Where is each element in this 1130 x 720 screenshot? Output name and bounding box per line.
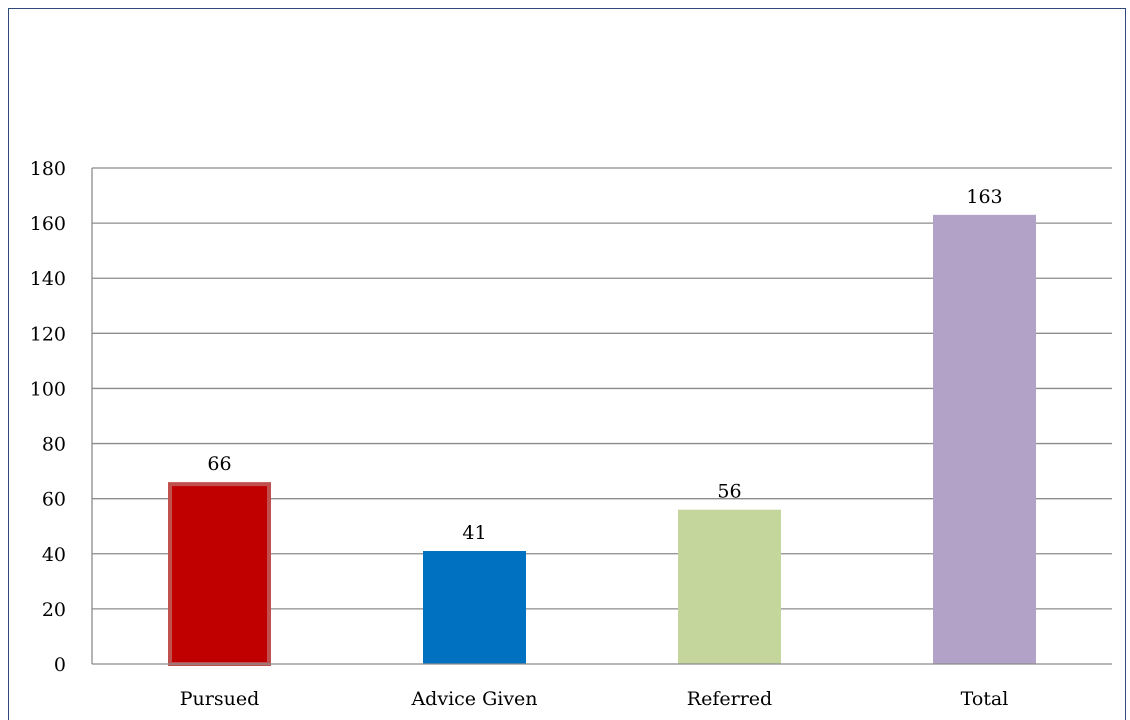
data-label: 56 [717,481,741,503]
y-tick-label: 100 [30,378,66,400]
y-tick-label: 40 [42,544,66,566]
chart-frame [8,8,1126,720]
category-label: Advice Given [410,688,537,710]
data-label: 163 [966,186,1002,208]
y-tick-labels: 0 20 40 60 80 100 120 140 160 180 [30,158,66,676]
y-tick-label: 60 [42,489,66,511]
y-tick-label: 120 [30,323,66,345]
y-tick-label: 0 [54,654,66,676]
data-labels: 66 41 56 163 [207,186,1002,544]
bar-pursued [168,482,271,666]
y-tick-label: 160 [30,213,66,235]
category-label: Referred [687,688,772,710]
category-label: Pursued [180,688,260,710]
category-labels: Pursued Advice Given Referred Total [180,688,1009,710]
data-label: 41 [462,522,486,544]
bar-advice-given [423,551,526,664]
y-tick-label: 180 [30,158,66,180]
y-tick-label: 20 [42,599,66,621]
bars [168,214,1036,666]
y-tick-label: 140 [30,268,66,290]
bar-referred [678,509,781,664]
data-label: 66 [207,453,231,475]
bar-total [933,214,1036,664]
y-tick-label: 80 [42,434,66,456]
category-label: Total [961,688,1009,710]
